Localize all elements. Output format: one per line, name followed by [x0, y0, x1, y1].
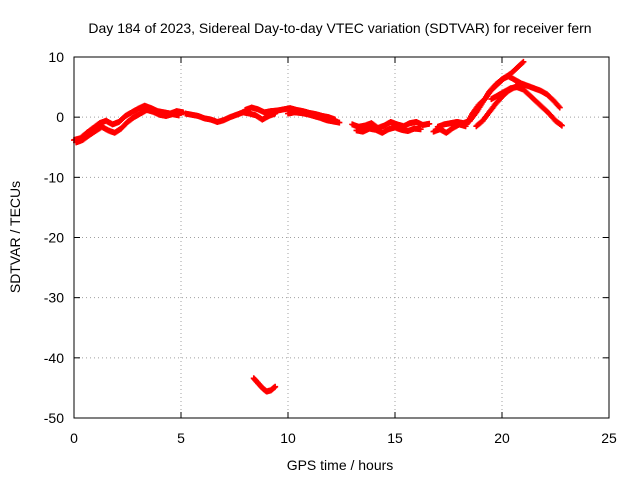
series-track-l: [250, 375, 279, 395]
x-tick-label: 0: [70, 430, 78, 446]
y-axis-label: SDTVAR / TECUs: [7, 181, 23, 293]
tick-layer: 0 5 10 15 20 25 10 0 -10 -20 -30 -40 -50: [44, 49, 617, 446]
x-tick-label: 5: [177, 430, 185, 446]
data-point: [426, 120, 433, 127]
data-point: [175, 112, 182, 119]
grid-layer: [74, 57, 609, 418]
y-tick-label: -10: [44, 169, 64, 185]
data-point: [519, 59, 526, 66]
x-tick-label: 25: [601, 430, 617, 446]
y-tick-label: -40: [44, 350, 64, 366]
data-point: [336, 119, 343, 126]
x-tick-label: 20: [494, 430, 510, 446]
y-tick-label: -30: [44, 290, 64, 306]
y-tick-label: -20: [44, 230, 64, 246]
data-point: [557, 121, 564, 128]
y-tick-label: -50: [44, 410, 64, 426]
data-point: [417, 126, 424, 133]
series-track-e: [285, 109, 343, 126]
series-track-g: [353, 124, 424, 136]
chart-title: Day 184 of 2023, Sidereal Day-to-day VTE…: [88, 20, 591, 36]
data-point: [520, 58, 527, 65]
y-tick-label: 10: [48, 49, 64, 65]
data-point: [558, 122, 565, 129]
series-track-c: [182, 109, 279, 125]
y-tick-label: 0: [56, 109, 64, 125]
data-point: [272, 383, 279, 390]
x-tick-label: 10: [280, 430, 296, 446]
x-axis-label: GPS time / hours: [287, 457, 394, 473]
x-tick-label: 15: [387, 430, 403, 446]
series-track-k: [488, 84, 565, 129]
data-point: [556, 104, 563, 111]
data-layer: [71, 58, 565, 395]
series-track-f: [349, 118, 433, 131]
series-track-b: [73, 106, 182, 146]
